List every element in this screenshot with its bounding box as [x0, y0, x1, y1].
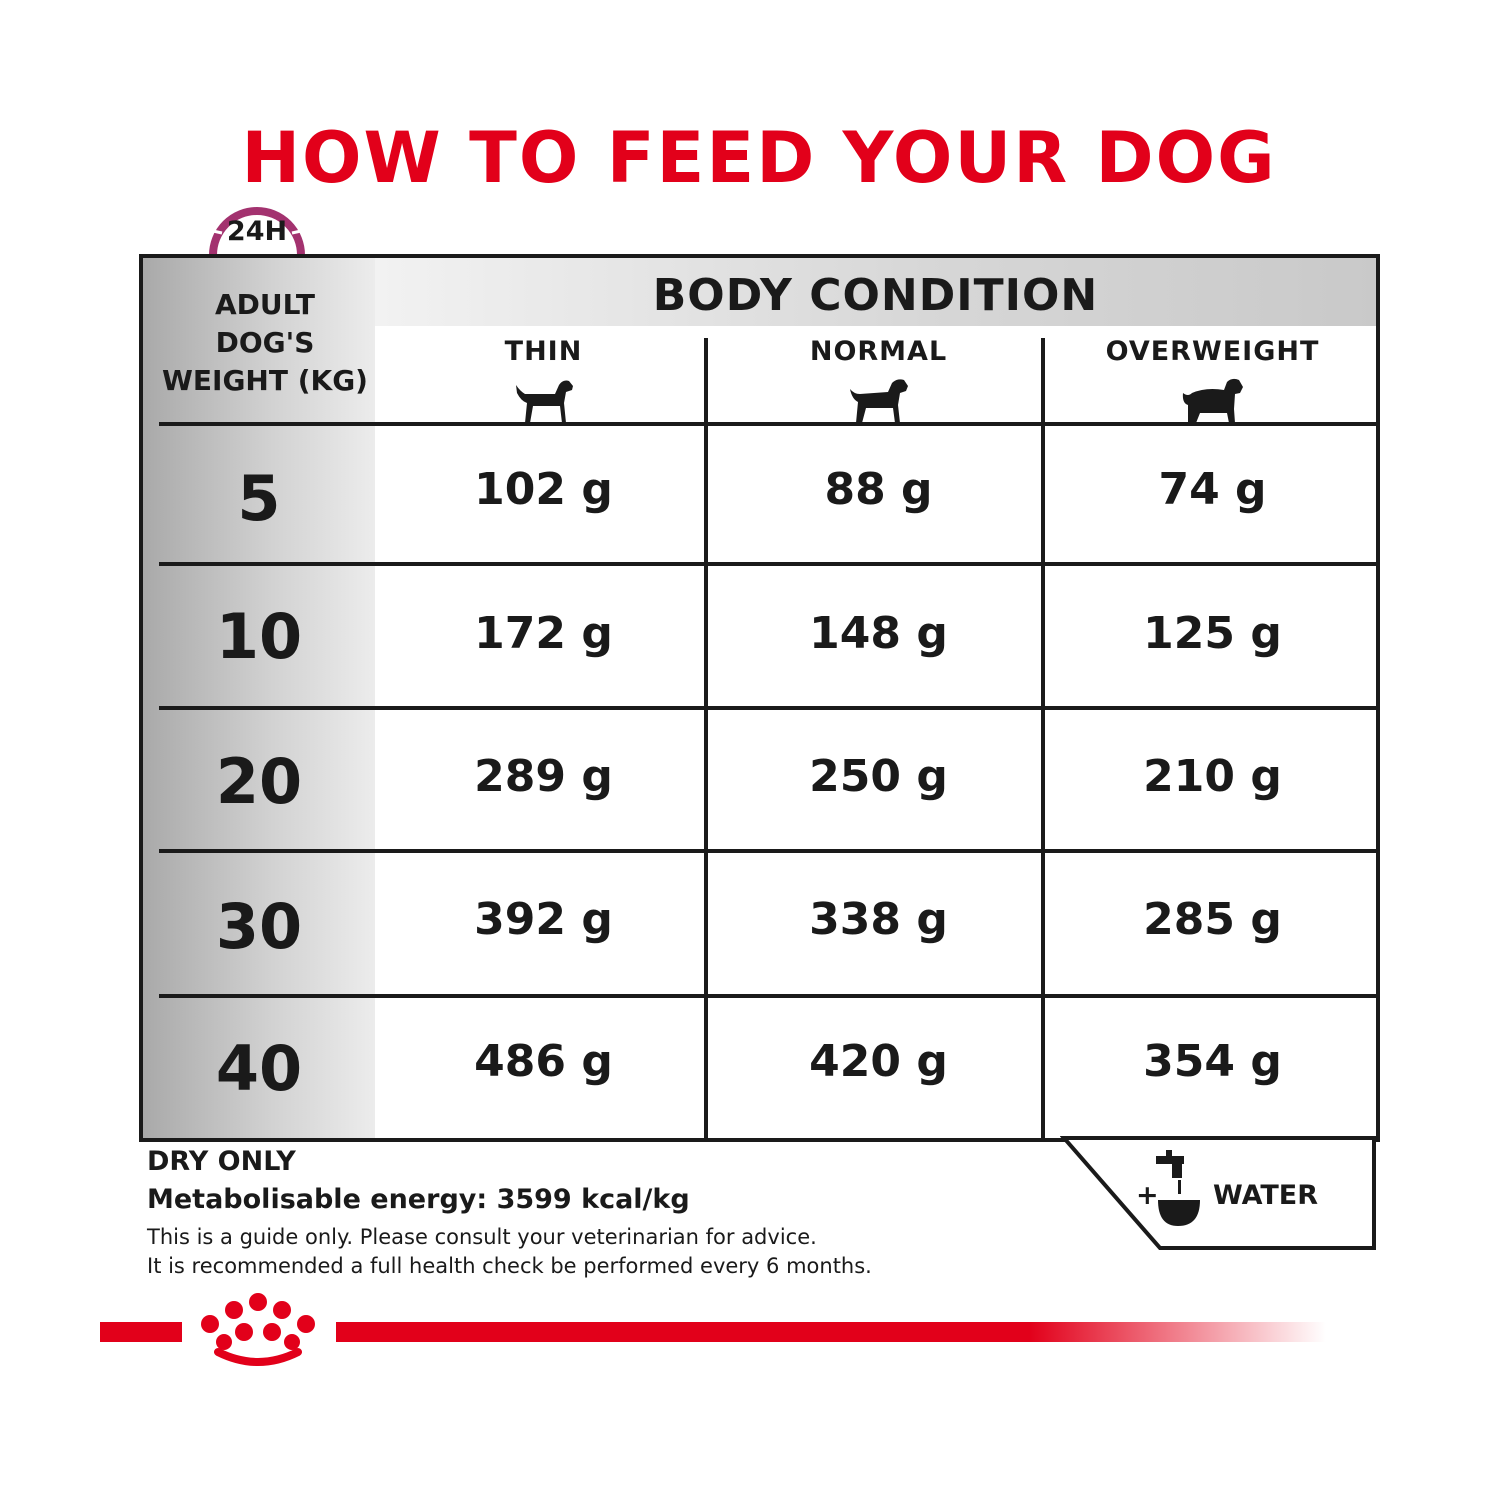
overweight-dog-icon [1182, 378, 1243, 423]
column-header-normal: NORMAL [712, 336, 1045, 427]
column-header-overweight: OVERWEIGHT [1049, 336, 1376, 427]
table-cell: 88 g [824, 464, 933, 515]
weight-heading-line: WEIGHT (KG) [162, 364, 368, 397]
row-divider [159, 849, 1376, 853]
table-cell: 420 g [809, 1036, 948, 1087]
table-cell: 289 g [474, 751, 613, 802]
table-cell: 250 g [809, 751, 948, 802]
column-label: OVERWEIGHT [1105, 336, 1320, 367]
weight-heading-line: DOG'S [215, 326, 315, 359]
table-cell: 338 g [809, 894, 948, 945]
table-cell: 74 g [1158, 464, 1267, 515]
water-box [1060, 1136, 1376, 1250]
column-divider [704, 338, 708, 1138]
weight-label: 5 [237, 462, 281, 535]
column-header-thin: THIN [379, 336, 708, 427]
body-condition-heading: BODY CONDITION [652, 270, 1099, 321]
row-divider [159, 422, 1376, 426]
table-cell: 210 g [1143, 751, 1282, 802]
weight-label: 10 [215, 600, 303, 673]
row-divider [159, 562, 1376, 566]
weight-label: 20 [215, 745, 303, 818]
weight-label: 30 [215, 890, 303, 963]
body-condition-band [375, 258, 1376, 326]
table-cell: 125 g [1143, 608, 1282, 659]
column-label: THIN [504, 336, 583, 367]
health-check-note: It is recommended a full health check be… [147, 1254, 872, 1278]
brand-line-right [336, 1322, 1326, 1342]
table-cell: 392 g [474, 894, 613, 945]
page-title: HOW TO FEED YOUR DOG [241, 117, 1277, 199]
table-cell: 285 g [1143, 894, 1282, 945]
thin-dog-icon [515, 380, 573, 423]
guide-note: This is a guide only. Please consult you… [147, 1225, 817, 1249]
brand-line-left [100, 1322, 182, 1342]
energy-label: Metabolisable energy: 3599 kcal/kg [147, 1184, 690, 1215]
table-cell: 486 g [474, 1036, 613, 1087]
water-plus: + [1136, 1180, 1159, 1211]
clock-icon [209, 187, 305, 259]
normal-dog-icon [849, 379, 908, 423]
crown-logo-icon [201, 1293, 315, 1366]
column-label: NORMAL [809, 336, 948, 367]
weight-label: 40 [215, 1032, 303, 1105]
dry-only-label: DRY ONLY [147, 1146, 296, 1177]
column-divider [1041, 338, 1045, 1138]
table-cell: 102 g [474, 464, 613, 515]
row-divider [159, 994, 1376, 998]
weight-heading-line: ADULT [215, 288, 315, 321]
table-cell: 354 g [1143, 1036, 1282, 1087]
feeding-table: BODY CONDITION ADULT DOG'S WEIGHT (KG) T… [139, 254, 1380, 1142]
table-cell: 172 g [474, 608, 613, 659]
water-tap-icon [1156, 1150, 1200, 1226]
table-cell: 148 g [809, 608, 948, 659]
weight-column-heading: ADULT DOG'S WEIGHT (KG) [149, 286, 381, 400]
water-label: WATER [1213, 1180, 1319, 1211]
row-divider [159, 706, 1376, 710]
clock-label: 24H [226, 216, 288, 247]
table-values-area [375, 326, 1376, 1138]
